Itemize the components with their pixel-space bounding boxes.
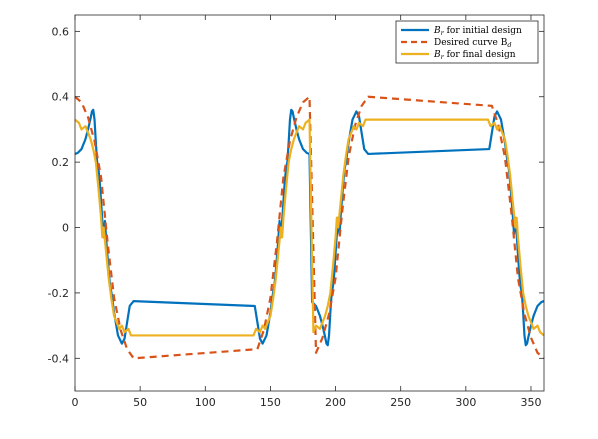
y-tick-label: 0.4 <box>52 91 70 104</box>
y-tick-label: 0.6 <box>52 25 70 38</box>
x-tick-label: 200 <box>325 396 346 409</box>
x-tick-label: 100 <box>195 396 216 409</box>
series-line-3 <box>74 118 545 337</box>
x-tick-label: 300 <box>455 396 476 409</box>
axis-ticks: 0 50 100 150 200 250 300 350 -0.4 -0.2 0 0.2 0.4 0.6 <box>48 15 544 409</box>
y-tick-label: 0 <box>62 222 69 235</box>
series-line-2 <box>74 95 545 360</box>
plot-area-frame <box>74 14 545 392</box>
legend-label-3: Br for final design <box>433 50 516 61</box>
legend-box <box>395 20 539 64</box>
y-tick-label: 0.2 <box>52 156 70 169</box>
legend-label-2: Desired curve Bd <box>434 38 512 49</box>
y-tick-label: -0.2 <box>48 287 69 300</box>
x-tick-label: 250 <box>390 396 411 409</box>
x-tick-label: 0 <box>72 396 79 409</box>
x-tick-label: 350 <box>520 396 541 409</box>
x-tick-label: 150 <box>260 396 281 409</box>
y-tick-label: -0.4 <box>48 352 69 365</box>
legend-label-1: Br for initial design <box>433 26 522 37</box>
plot-lines <box>74 95 545 360</box>
x-tick-label: 50 <box>133 396 147 409</box>
